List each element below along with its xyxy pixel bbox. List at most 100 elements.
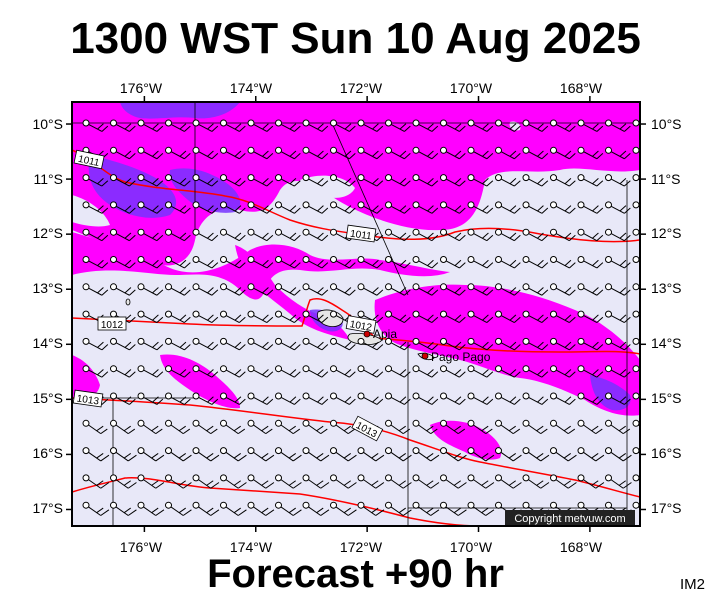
wind-barb-feather — [398, 453, 406, 459]
wind-barb-station — [82, 474, 90, 482]
wind-barb-station — [522, 419, 530, 427]
wind-barb-feather — [294, 316, 301, 323]
wind-barb-shaft — [583, 342, 598, 351]
wind-barb-feather — [127, 509, 137, 516]
wind-barb-feather — [234, 177, 242, 185]
wind-barb-shaft — [583, 260, 598, 269]
right-lat-label: 16°S — [651, 445, 682, 461]
wind-barb-shaft — [500, 369, 515, 378]
wind-barb-station — [550, 174, 557, 182]
wind-barb-station — [632, 392, 640, 400]
wind-barb-feather — [207, 287, 214, 294]
wind-barb-feather — [592, 396, 599, 403]
wind-barb-feather — [376, 316, 384, 323]
wind-barb-icon — [137, 337, 164, 351]
wind-barb-feather — [155, 509, 165, 516]
wind-barb-shaft — [445, 479, 459, 489]
wind-barb-icon — [605, 337, 631, 351]
wind-barb-icon — [467, 146, 494, 160]
wind-barb-shaft — [170, 369, 185, 378]
wind-barb-station — [550, 419, 557, 427]
wind-barb-feather — [316, 453, 324, 459]
wind-barb-feather — [321, 344, 329, 351]
wind-barb-feather — [317, 535, 324, 540]
wind-barb-station — [550, 201, 557, 209]
wind-barb-station — [137, 256, 145, 263]
wind-barb-station — [412, 447, 420, 455]
wind-barb-feather — [152, 232, 159, 239]
wind-barb-station — [440, 337, 447, 345]
wind-barb-station — [247, 256, 255, 263]
wind-barb-feather — [178, 425, 186, 432]
wind-barb-icon — [357, 501, 385, 516]
wind-barb-shaft — [555, 451, 569, 462]
wind-barb-feather — [376, 289, 384, 296]
wind-barb-feather — [427, 150, 434, 157]
wind-barb-feather — [289, 341, 297, 348]
wind-barb-station — [110, 283, 117, 291]
wind-barb-shaft — [555, 396, 570, 405]
wind-barb-icon — [275, 119, 301, 132]
wind-barb-icon — [82, 337, 109, 351]
wind-barb-shaft — [308, 369, 323, 378]
wind-barb-shaft — [335, 451, 349, 462]
wind-barb-station — [550, 337, 557, 345]
wind-barb-feather — [97, 177, 104, 185]
wind-barb-shaft — [225, 205, 240, 214]
wind-barb-station — [632, 501, 640, 509]
wind-barb-feather — [399, 341, 407, 348]
wind-barb-feather — [262, 123, 269, 130]
isobar-label-group-5: 1013 — [72, 389, 104, 408]
wind-barb-station — [220, 283, 227, 291]
wind-barb-feather — [485, 454, 495, 462]
wind-barb-feather — [321, 125, 329, 132]
wind-barb-feather — [591, 453, 599, 459]
wind-barb-station — [275, 201, 282, 209]
wind-barb-feather — [294, 371, 301, 378]
wind-barb-station — [137, 228, 145, 236]
wind-barb-shaft — [555, 123, 570, 132]
wind-barb-icon — [577, 201, 604, 214]
wind-barb-feather — [647, 151, 653, 156]
map-title: 1300 WST Sun 10 Aug 2025 — [70, 14, 641, 63]
wind-barb-feather — [427, 341, 434, 348]
wind-barb-station — [412, 310, 420, 318]
wind-barb-feather — [404, 344, 411, 351]
wind-barb-station — [440, 119, 447, 127]
wind-barb-feather — [567, 482, 577, 489]
wind-barb-feather — [124, 341, 132, 348]
wind-barb-feather — [509, 259, 517, 266]
wind-barb-feather — [569, 234, 576, 242]
wind-barb-station — [192, 337, 200, 345]
isobar-label-box — [345, 224, 377, 243]
wind-barb-feather — [233, 425, 241, 432]
wind-barb-feather — [210, 482, 220, 489]
wind-barb-icon — [495, 119, 521, 132]
wind-barb-icon — [330, 419, 356, 435]
wind-barb-feather — [402, 509, 412, 516]
wind-barb-shaft — [445, 451, 459, 462]
wind-barb-icon — [220, 474, 247, 489]
wind-barb-feather — [459, 289, 466, 296]
wind-barb-shaft — [335, 479, 349, 489]
wind-barb-station — [82, 228, 90, 236]
wind-barb-icon — [357, 392, 384, 405]
wind-barb-feather — [541, 207, 549, 214]
wind-barb-feather — [182, 454, 192, 462]
wind-barb-icon — [385, 146, 411, 160]
wind-barb-station — [412, 392, 420, 400]
wind-barb-icon — [275, 174, 301, 187]
wind-barb-shaft — [143, 424, 157, 435]
wind-barb-station — [467, 310, 475, 318]
wind-barb-feather — [97, 205, 104, 212]
wind-barb-shaft — [473, 369, 488, 378]
wind-barb-station — [357, 146, 365, 154]
wind-barb-shaft — [143, 342, 158, 351]
copyright-box — [505, 510, 635, 525]
wind-barb-feather — [151, 507, 159, 514]
wind-barb-shaft — [528, 123, 543, 132]
wind-barb-station — [577, 310, 585, 318]
wind-barb-station — [495, 310, 502, 318]
wind-barb-icon — [220, 392, 246, 405]
wind-barb-station — [302, 365, 310, 373]
